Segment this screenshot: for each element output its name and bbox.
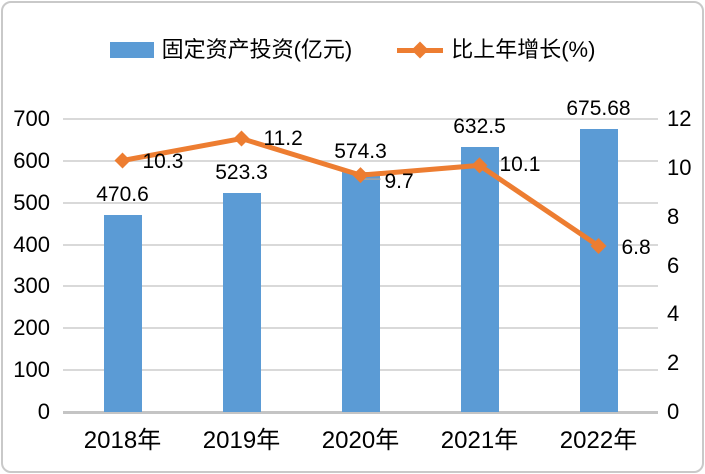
category-label: 2019年 <box>202 427 281 454</box>
bar-2018年 <box>103 215 142 412</box>
left-axis-tick: 500 <box>13 189 50 215</box>
bar-data-label: 470.6 <box>96 183 149 207</box>
right-axis-tick: 12 <box>667 106 692 131</box>
bar-data-label: 675.68 <box>566 97 631 121</box>
bar-2019年 <box>222 192 261 412</box>
right-axis-tick: 8 <box>667 203 680 229</box>
line-data-label: 10.3 <box>142 149 184 173</box>
right-axis-tick: 6 <box>667 252 680 278</box>
left-axis-tick: 300 <box>13 273 50 299</box>
left-axis-tick: 400 <box>13 231 50 257</box>
right-axis-tick: 10 <box>667 154 692 180</box>
legend-item-line-series: 比上年增长(%) <box>397 36 595 64</box>
bar-2020年 <box>341 171 380 412</box>
left-axis-tick: 700 <box>13 106 50 131</box>
left-axis-tick: 0 <box>37 399 50 424</box>
gridline-0 <box>63 411 658 414</box>
left-axis-tick: 100 <box>13 357 50 383</box>
line-data-label: 9.7 <box>384 170 414 194</box>
chart-legend: 固定资产投资(亿元) 比上年增长(%) <box>0 36 705 64</box>
gridline-700 <box>63 118 658 120</box>
bar-series-swatch-icon <box>109 42 154 58</box>
line-series-marker-icon <box>397 41 444 58</box>
bar-2021年 <box>460 147 499 412</box>
category-label: 2020年 <box>321 427 400 454</box>
line-data-label: 10.1 <box>499 153 541 177</box>
bar-2022年 <box>579 129 618 412</box>
right-axis-tick: 2 <box>667 350 680 376</box>
category-label: 2021年 <box>440 427 519 454</box>
right-axis-tick: 0 <box>667 399 680 424</box>
left-axis-tick: 600 <box>13 147 50 173</box>
line-data-label: 11.2 <box>263 126 303 150</box>
line-data-label: 6.8 <box>621 235 651 259</box>
left-axis-tick: 200 <box>13 315 50 341</box>
legend-item-bar-series: 固定资产投资(亿元) <box>109 36 353 64</box>
category-label: 2018年 <box>83 427 162 454</box>
bar-data-label: 632.5 <box>453 115 506 139</box>
right-axis-tick: 4 <box>667 301 680 327</box>
category-label: 2022年 <box>559 427 638 454</box>
legend-label-line-series: 比上年增长(%) <box>451 37 596 62</box>
legend-label-bar-series: 固定资产投资(亿元) <box>161 37 353 62</box>
